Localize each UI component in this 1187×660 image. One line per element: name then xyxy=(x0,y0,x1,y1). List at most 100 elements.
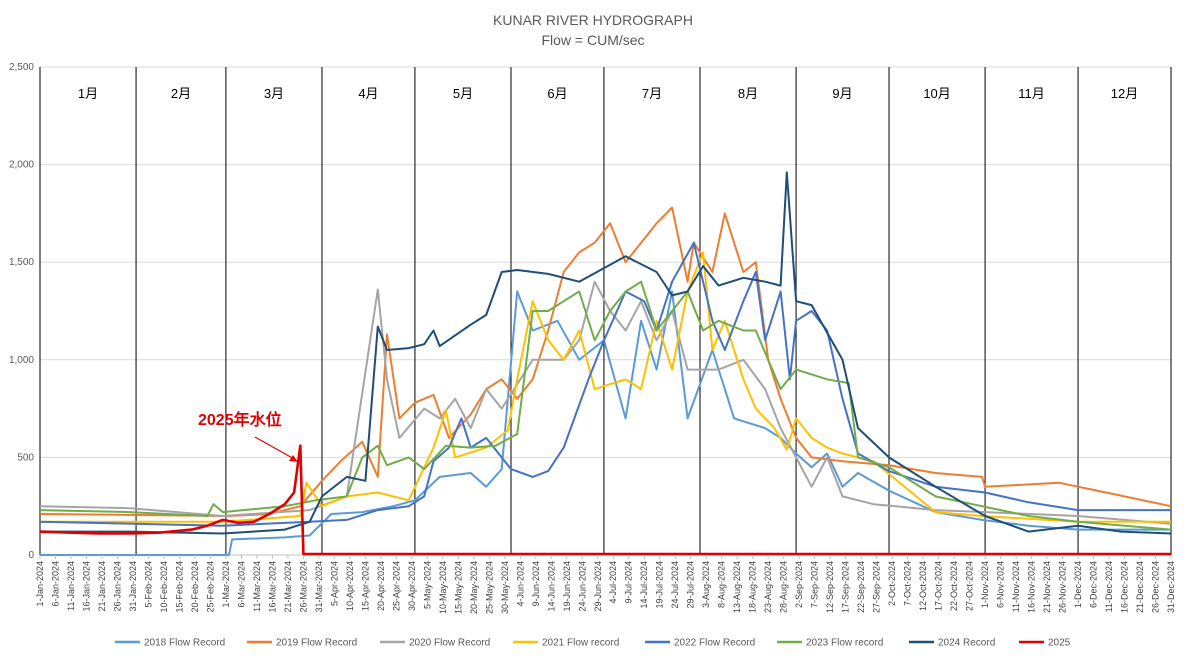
x-tick-label: 20-Apr-2024 xyxy=(376,561,386,611)
x-tick-label: 26-Mar-2024 xyxy=(298,561,308,613)
series-line-1 xyxy=(39,206,1172,517)
x-tick-label: 21-Nov-2024 xyxy=(1042,561,1052,613)
month-label: 1月 xyxy=(78,86,98,101)
annotation-arrowhead xyxy=(289,455,298,462)
x-tick-label: 15-Feb-2024 xyxy=(174,561,184,613)
x-tick-label: 12-Oct-2024 xyxy=(918,561,928,611)
x-tick-label: 27-Sep-2024 xyxy=(872,561,882,613)
x-tick-label: 10-May-2024 xyxy=(438,561,448,614)
x-tick-label: 10-Apr-2024 xyxy=(345,561,355,611)
series-line-4 xyxy=(39,241,1171,527)
chart-title: KUNAR RIVER HYDROGRAPH xyxy=(493,12,693,28)
x-tick-label: 11-Mar-2024 xyxy=(252,561,262,612)
x-tick-label: 28-Aug-2024 xyxy=(779,561,789,613)
month-label: 10月 xyxy=(923,86,950,101)
month-label: 5月 xyxy=(453,86,473,101)
x-tick-label: 20-May-2024 xyxy=(469,561,479,614)
legend-label: 2022 Flow Record xyxy=(674,638,755,649)
x-tick-label: 20-Feb-2024 xyxy=(190,561,200,613)
x-tick-label: 14-Jun-2024 xyxy=(546,561,556,612)
month-label: 2月 xyxy=(171,86,191,101)
gridlines xyxy=(40,66,1171,556)
legend-label: 2023 Flow record xyxy=(806,638,883,649)
series-line-7 xyxy=(39,444,1171,556)
month-label: 7月 xyxy=(642,86,662,101)
x-tick-label: 5-May-2024 xyxy=(422,561,432,609)
x-tick-label: 13-Aug-2024 xyxy=(732,561,742,613)
x-tick-label: 24-Jul-2024 xyxy=(670,561,680,609)
series-lines xyxy=(39,171,1172,556)
x-tick-label: 29-Jun-2024 xyxy=(593,561,603,612)
month-label: 8月 xyxy=(738,86,758,101)
x-tick-label: 9-Jul-2024 xyxy=(624,561,634,604)
month-labels: 1月 2月 3月 4月 5月 6月 7月 8月 9月 10月 11月 12月 xyxy=(78,86,1138,101)
x-tick-label: 31-Dec-2024 xyxy=(1166,561,1176,613)
x-tick-label: 14-Jul-2024 xyxy=(639,561,649,609)
legend-label: 2024 Record xyxy=(938,638,995,649)
series-line-5 xyxy=(39,280,1172,531)
y-tick-label: 1,000 xyxy=(9,355,34,366)
x-tick-label: 24-Jun-2024 xyxy=(577,561,587,612)
x-tick-label: 26-Jan-2024 xyxy=(112,561,122,612)
x-tick-label: 16-Dec-2024 xyxy=(1120,561,1130,613)
x-tick-label: 4-Jun-2024 xyxy=(515,561,525,607)
x-tick-label: 6-Nov-2024 xyxy=(996,561,1006,608)
month-dividers xyxy=(39,67,1172,555)
x-tick-label: 15-May-2024 xyxy=(453,561,463,614)
month-label: 12月 xyxy=(1111,86,1138,101)
x-tick-label: 25-Feb-2024 xyxy=(205,561,215,613)
x-tick-label: 1-Mar-2024 xyxy=(221,561,231,608)
x-tick-label: 21-Dec-2024 xyxy=(1135,561,1145,613)
x-tick-label: 10-Feb-2024 xyxy=(159,561,169,613)
x-tick-label: 1-Jan-2024 xyxy=(35,561,45,607)
y-axis-ticks: 0 500 1,000 1,500 2,000 2,500 xyxy=(9,62,34,561)
x-tick-label: 1-Dec-2024 xyxy=(1073,561,1083,608)
legend-label: 2020 Flow Record xyxy=(409,638,490,649)
series-line-0 xyxy=(40,290,1171,556)
x-tick-label: 7-Oct-2024 xyxy=(903,561,913,606)
x-tick-label: 8-Aug-2024 xyxy=(717,561,727,608)
y-tick-label: 1,500 xyxy=(9,257,34,268)
series-line-6 xyxy=(40,171,1172,535)
x-tick-label: 5-Feb-2024 xyxy=(143,561,153,608)
chart-subtitle: Flow = CUM/sec xyxy=(541,32,644,48)
x-tick-label: 22-Sep-2024 xyxy=(856,561,866,613)
legend: 2018 Flow Record 2019 Flow Record 2020 Flo… xyxy=(115,638,1071,649)
x-tick-label: 15-Apr-2024 xyxy=(360,561,370,611)
x-tick-label: 26-Dec-2024 xyxy=(1151,561,1161,613)
series-line-3 xyxy=(40,251,1171,523)
x-tick-label: 4-Jul-2024 xyxy=(608,561,618,604)
month-label: 6月 xyxy=(547,86,567,101)
x-tick-label: 18-Aug-2024 xyxy=(748,561,758,613)
x-tick-label: 26-Nov-2024 xyxy=(1058,561,1068,613)
x-tick-label: 16-Jan-2024 xyxy=(81,561,91,612)
x-tick-label: 2-Oct-2024 xyxy=(887,561,897,606)
y-tick-label: 2,500 xyxy=(9,62,34,73)
month-label: 4月 xyxy=(358,86,378,101)
legend-label: 2025 xyxy=(1048,638,1071,649)
x-tick-label: 21-Jan-2024 xyxy=(97,561,107,612)
month-label: 9月 xyxy=(832,86,852,101)
y-tick-label: 2,000 xyxy=(9,160,34,171)
x-tick-label: 7-Sep-2024 xyxy=(810,561,820,608)
x-tick-label: 19-Jul-2024 xyxy=(655,561,665,609)
x-axis-ticks: 1-Jan-2024 6-Jan-2024 11-Jan-2024 16-Jan-20… xyxy=(35,555,1176,614)
x-tick-label: 31-Mar-2024 xyxy=(314,561,324,613)
x-tick-label: 3-Aug-2024 xyxy=(701,561,711,608)
x-tick-label: 17-Oct-2024 xyxy=(934,561,944,611)
x-tick-label: 6-Dec-2024 xyxy=(1089,561,1099,608)
legend-label: 2018 Flow Record xyxy=(144,638,225,649)
x-tick-label: 31-Jan-2024 xyxy=(128,561,138,612)
x-tick-label: 5-Apr-2024 xyxy=(329,561,339,606)
legend-label: 2019 Flow Record xyxy=(276,638,357,649)
x-tick-label: 6-Mar-2024 xyxy=(236,561,246,608)
y-tick-label: 500 xyxy=(17,452,34,463)
month-label: 3月 xyxy=(264,86,284,101)
x-tick-label: 21-Mar-2024 xyxy=(283,561,293,613)
annotation-group: 2025年水位 xyxy=(198,410,298,462)
x-tick-label: 22-Oct-2024 xyxy=(949,561,959,611)
y-tick-label: 0 xyxy=(28,550,34,561)
annotation-label: 2025年水位 xyxy=(198,410,282,429)
x-tick-label: 27-Oct-2024 xyxy=(965,561,975,611)
x-tick-label: 16-Mar-2024 xyxy=(267,561,277,613)
